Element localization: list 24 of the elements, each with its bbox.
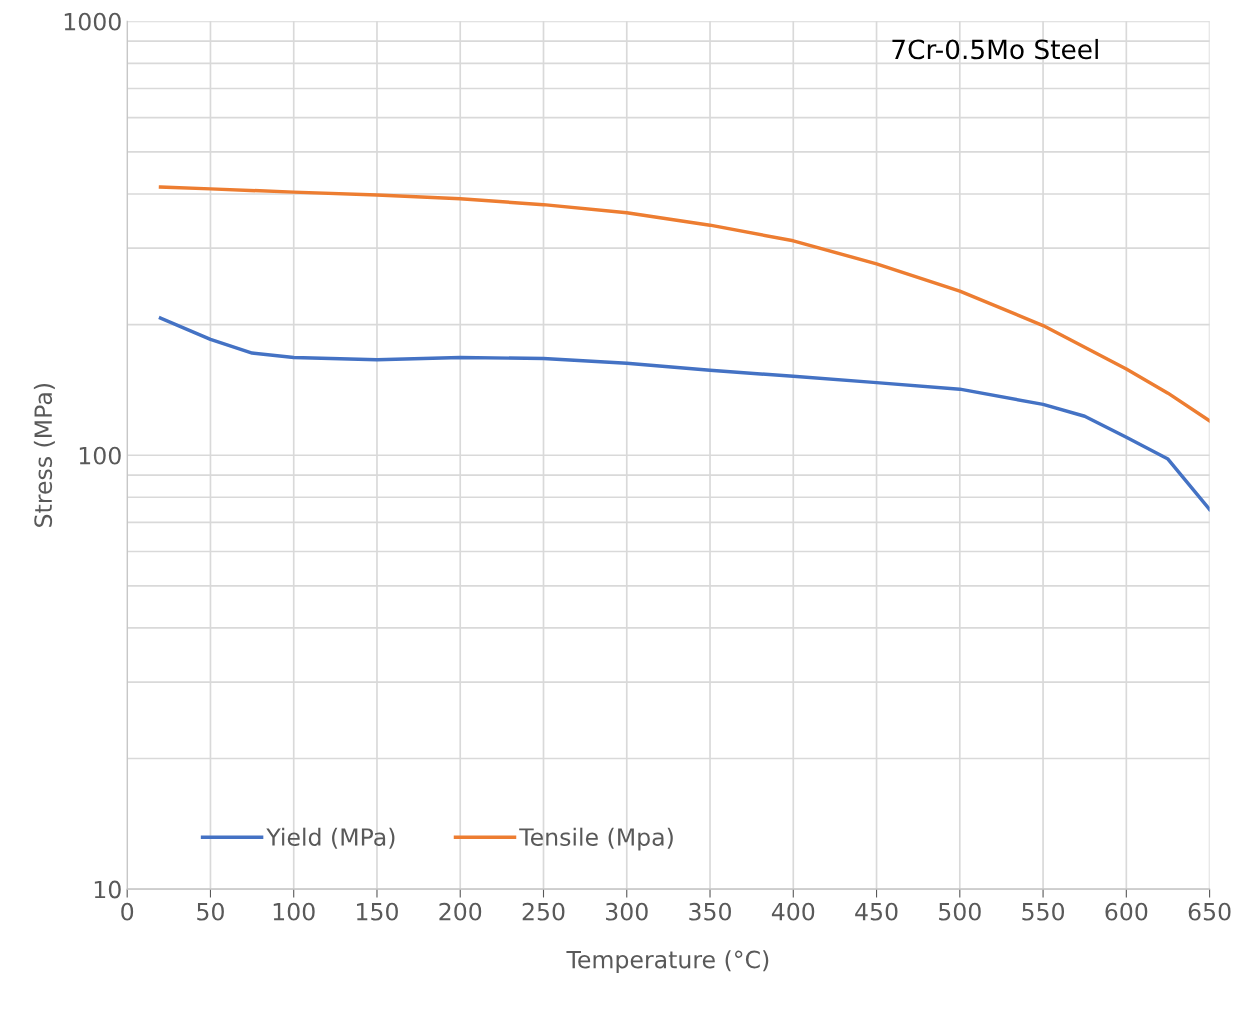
x-tick-label: 550 [1022,902,1065,921]
x-tick-label: 300 [606,902,648,921]
y-tick-label: 100 [79,446,121,465]
x-tick-label: 100 [273,902,315,921]
x-tick-label: 150 [357,902,398,921]
y-axis-title: Stress (MPa) [33,384,55,527]
x-tick-label: 650 [1188,902,1231,921]
x-tick-label: 0 [121,902,134,921]
y-tick-label: 10 [94,880,121,899]
x-tick-label: 400 [771,902,815,921]
legend-label: Tensile (Mpa) [519,827,673,851]
annotation: 7Cr-0.5Mo Steel [892,38,1098,60]
x-tick-label: 600 [1105,902,1148,921]
x-tick-label: 50 [197,902,224,921]
y-tick-label: 1000 [64,12,121,31]
x-tick-label: 450 [855,902,898,921]
x-axis-title: Temperature (°C) [566,950,769,974]
x-tick-label: 500 [939,902,981,921]
legend-label: Yield (MPa) [266,827,395,849]
line-series [158,316,1210,512]
line-series [158,185,1210,423]
x-tick-label: 250 [522,902,565,921]
x-tick-label: 200 [439,902,482,921]
x-tick-label: 350 [689,902,731,921]
